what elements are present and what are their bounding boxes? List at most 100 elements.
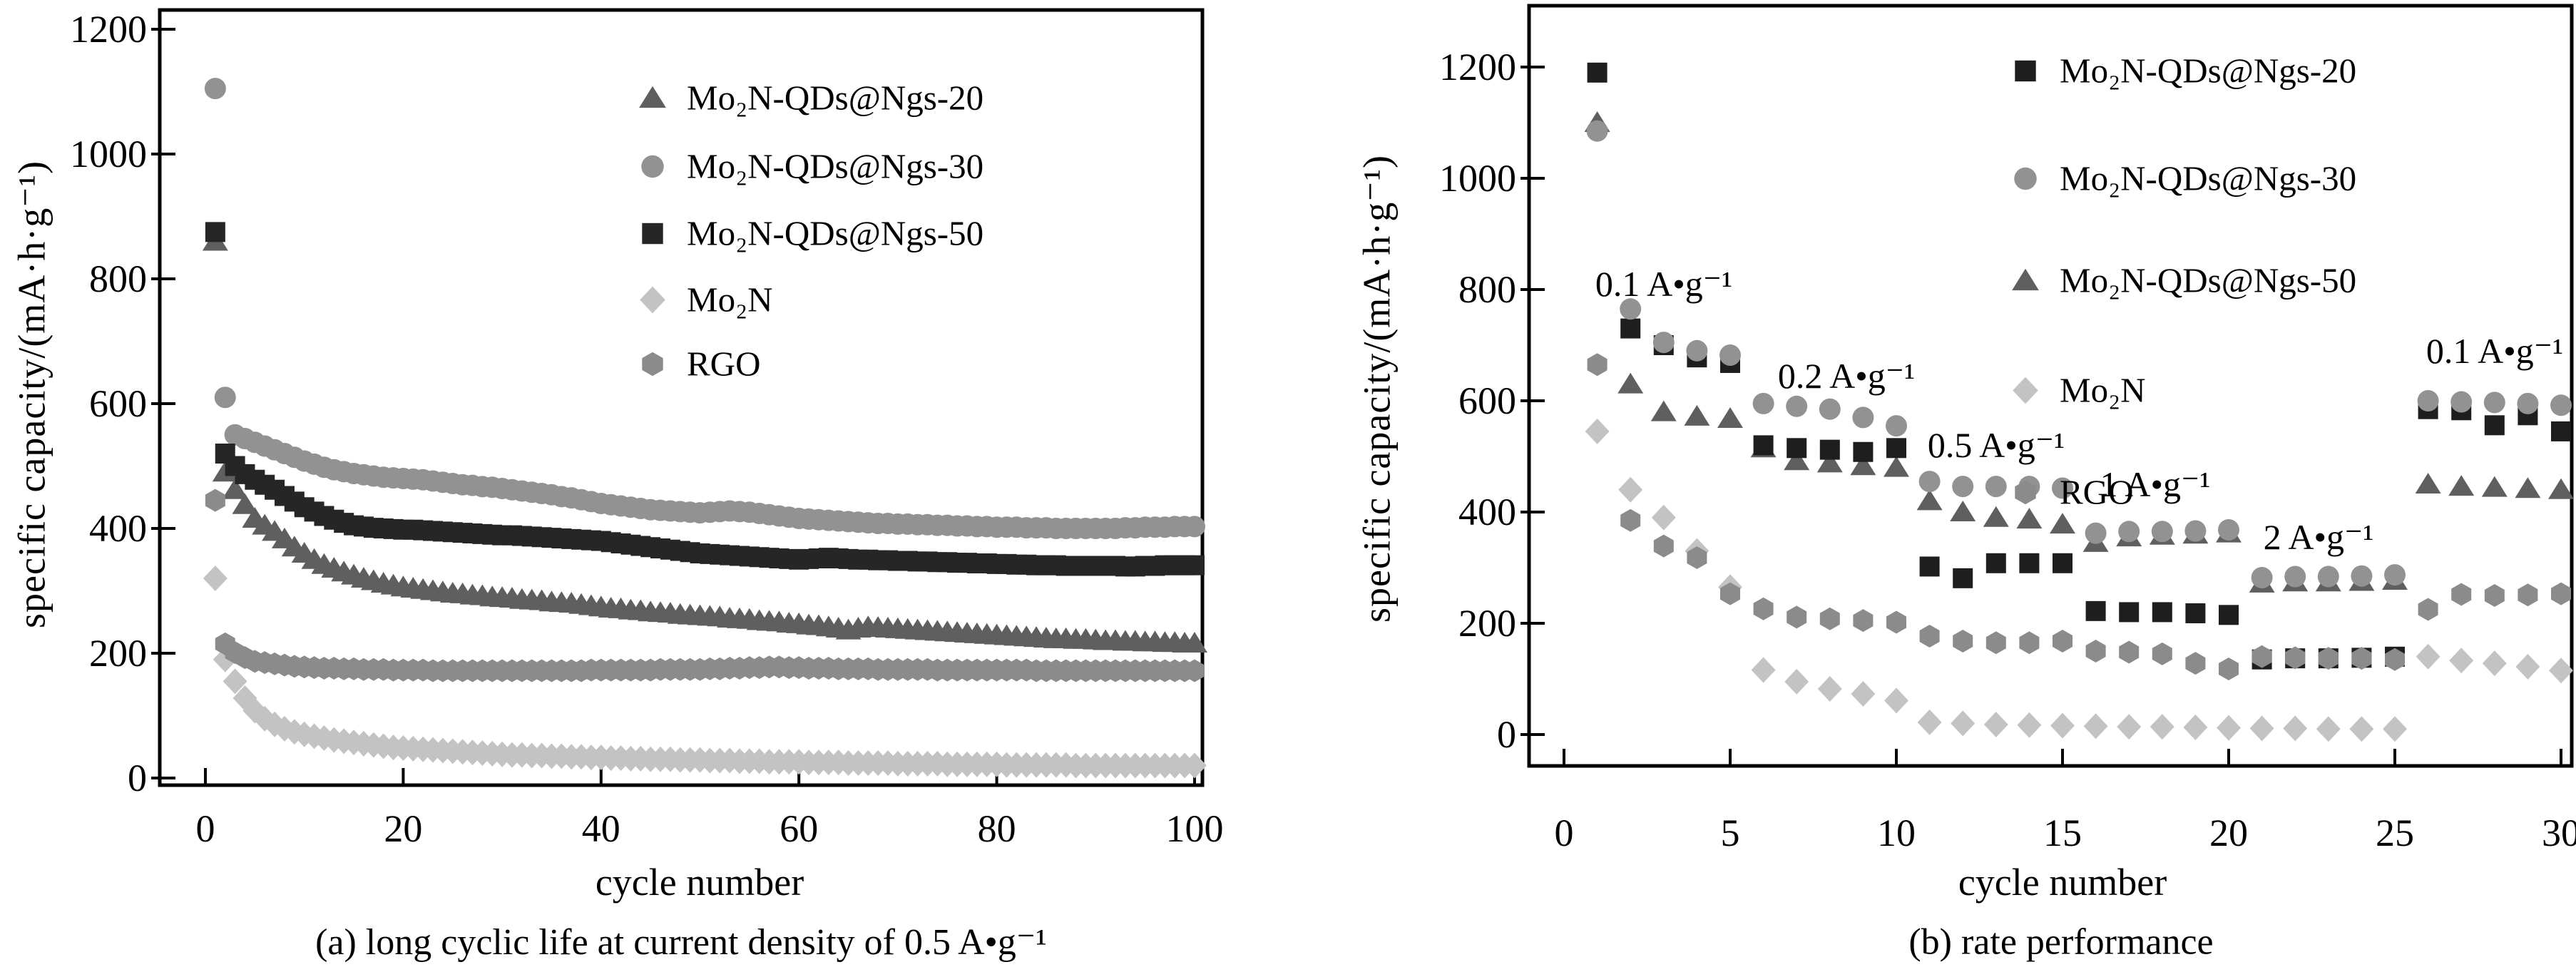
y-tick-label: 0 [128, 757, 147, 799]
legend-label: Mo₂N [687, 280, 773, 319]
rate-annotation-0.1: 0.1 A•g⁻¹ [1595, 264, 1733, 304]
data-point [2283, 715, 2308, 742]
panel-a-legend-item-ngs20: Mo₂N-QDs@Ngs-20 [637, 81, 983, 116]
square-marker-icon [2015, 60, 2036, 81]
data-point [2385, 648, 2405, 671]
data-point [2316, 716, 2341, 742]
data-point [2185, 603, 2206, 623]
data-point [1985, 553, 2006, 573]
data-point [1853, 441, 1874, 462]
panel-b-legend-item-ngs50: Mo₂N-QDs@Ngs-50 [2010, 263, 2356, 298]
hexagon-marker-icon [642, 352, 663, 376]
data-point [2152, 602, 2172, 623]
data-point [1786, 395, 1808, 417]
data-point [2449, 648, 2474, 674]
data-point [2518, 583, 2538, 607]
data-point [1651, 504, 1676, 531]
x-tick-label: 20 [384, 807, 422, 850]
panel-a-caption: (a) long cyclic life at current density … [315, 922, 1047, 963]
x-tick-label: 20 [2209, 812, 2248, 854]
data-point [2013, 377, 2038, 404]
series-diamond [1585, 418, 2573, 742]
data-point [1784, 668, 1809, 695]
data-point [1951, 710, 1976, 737]
data-point [2017, 712, 2042, 738]
panel-a-x-axis-label: cycle number [595, 861, 804, 904]
data-point [1916, 489, 1943, 511]
circle-marker-icon [641, 155, 664, 178]
data-point [1886, 438, 1906, 459]
data-point [2050, 712, 2075, 739]
data-point [2349, 716, 2374, 742]
data-point [1618, 476, 1643, 503]
series-square [1587, 62, 2571, 670]
panel-a-legend-item-ngs30: Mo₂N-QDs@Ngs-30 [637, 149, 983, 184]
x-tick-label: 80 [978, 807, 1016, 850]
panel-a-legend-item-ngs50: Mo₂N-QDs@Ngs-50 [637, 216, 983, 251]
y-tick-label: 1000 [70, 133, 147, 175]
data-point [2118, 521, 2140, 543]
data-point [2184, 520, 2207, 542]
data-point [2249, 715, 2274, 742]
data-point [2119, 602, 2140, 623]
data-point [2317, 566, 2339, 588]
data-point [1819, 439, 1840, 460]
x-tick-label: 0 [196, 807, 215, 850]
data-point [1720, 582, 1740, 605]
data-point [2517, 392, 2539, 414]
data-point [2050, 513, 2075, 534]
legend-label: Mo₂N-QDs@Ngs-20 [2060, 51, 2357, 91]
rate-annotation-0.5: 0.5 A•g⁻¹ [1927, 425, 2065, 465]
data-point [2451, 583, 2472, 606]
data-point [2085, 522, 2107, 544]
data-point [1983, 506, 2009, 527]
data-point [1687, 546, 1707, 569]
data-point [2318, 647, 2339, 670]
data-point [1184, 516, 1205, 538]
y-tick-label: 1000 [1439, 157, 1516, 200]
triangle-marker-icon [639, 86, 666, 108]
data-point [2219, 657, 2239, 680]
data-point [1620, 298, 1642, 320]
data-point [2151, 521, 2173, 543]
data-point [1587, 62, 1608, 83]
y-tick-label: 1200 [70, 8, 147, 51]
data-point [2053, 553, 2072, 573]
data-point [1884, 456, 1909, 477]
series-triangle [202, 230, 1207, 653]
data-point [1985, 631, 2006, 655]
x-tick-label: 40 [582, 807, 620, 850]
data-point [1784, 449, 1810, 471]
x-tick-label: 25 [2376, 812, 2414, 854]
data-point [1719, 344, 1741, 367]
panel-a-y-axis-label: specific capacity/(mA·h·g⁻¹) [10, 160, 53, 628]
data-point [214, 387, 236, 409]
data-point [222, 478, 248, 499]
data-point [2117, 714, 2142, 740]
hexagon-marker-icon [2015, 480, 2036, 504]
data-point [642, 222, 663, 244]
data-point [2150, 714, 2174, 740]
data-point [1185, 659, 1205, 682]
data-point [1787, 438, 1807, 459]
legend-label: Mo₂N [2060, 370, 2146, 410]
y-tick-label: 200 [1458, 602, 1516, 645]
series-square [205, 222, 1205, 577]
data-point [1953, 629, 1973, 653]
y-tick-label: 0 [1497, 713, 1516, 756]
data-point [639, 86, 666, 108]
data-point [2484, 584, 2505, 607]
circle-marker-icon [2014, 167, 2037, 190]
square-marker-icon [642, 222, 663, 244]
triangle-marker-icon [2012, 268, 2039, 290]
panel-b-legend-item-ngs30: Mo₂N-QDs@Ngs-30 [2010, 161, 2356, 196]
data-point [641, 155, 664, 178]
data-point [1950, 501, 1976, 521]
data-point [2551, 421, 2571, 441]
x-tick-label: 15 [2043, 812, 2082, 854]
y-tick-label: 400 [89, 507, 147, 550]
y-tick-label: 800 [89, 257, 147, 300]
data-point [1850, 454, 1876, 476]
data-point [1753, 597, 1774, 620]
